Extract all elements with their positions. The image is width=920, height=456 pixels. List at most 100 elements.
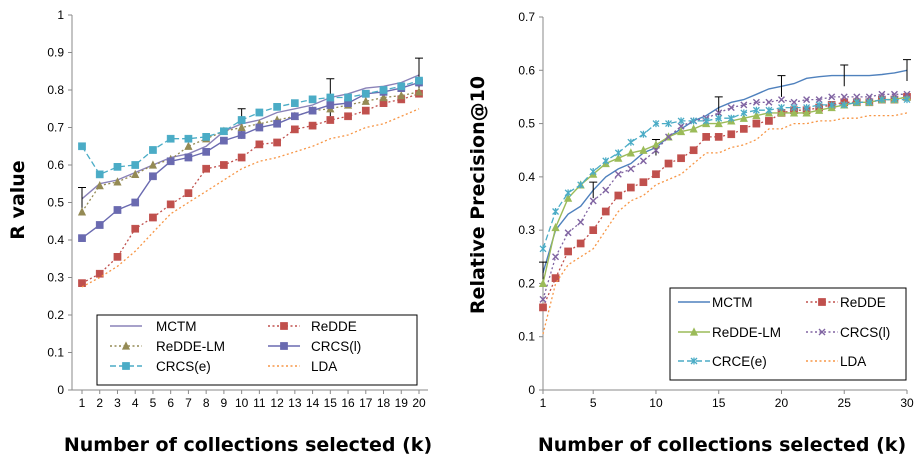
series-redde-lm xyxy=(77,87,424,216)
data-point xyxy=(564,193,573,202)
x-tick-label: 2 xyxy=(96,396,103,410)
y-tick-label: 0.2 xyxy=(47,308,64,322)
legend-marker xyxy=(690,357,698,365)
x-tick-label: 11 xyxy=(253,396,266,410)
data-point xyxy=(865,98,873,106)
series-mctm xyxy=(78,57,423,210)
data-point xyxy=(184,189,193,197)
data-point xyxy=(627,138,635,146)
error-bar xyxy=(415,57,423,92)
data-point xyxy=(552,207,560,215)
data-point xyxy=(564,229,572,237)
y-tick-label: 0.2 xyxy=(518,276,535,290)
data-point xyxy=(702,133,711,141)
series-mctm xyxy=(539,59,911,284)
x-tick-label: 25 xyxy=(838,396,852,410)
y-tick-label: 0.5 xyxy=(518,117,535,131)
data-point xyxy=(589,226,598,234)
data-point xyxy=(184,141,193,150)
data-point xyxy=(714,133,723,141)
x-tick-label: 5 xyxy=(150,396,157,410)
data-point xyxy=(166,134,175,143)
error-bar xyxy=(78,187,86,210)
data-point xyxy=(255,108,264,117)
x-axis-title: Number of collections selected (k) xyxy=(64,434,432,456)
data-point xyxy=(361,106,370,115)
x-tick-label: 30 xyxy=(900,396,914,410)
x-tick-label: 20 xyxy=(412,396,426,410)
data-point xyxy=(627,183,635,192)
x-tick-label: 18 xyxy=(377,396,391,410)
data-point xyxy=(626,148,635,157)
x-tick-label: 8 xyxy=(203,396,210,410)
legend-box xyxy=(669,287,907,381)
data-point xyxy=(676,126,686,136)
data-point xyxy=(290,99,299,107)
data-point xyxy=(326,93,335,102)
data-point xyxy=(273,119,281,128)
data-point xyxy=(614,191,623,200)
data-point xyxy=(361,89,370,98)
series-lda xyxy=(542,112,908,335)
y-tick-label: 0.6 xyxy=(47,158,64,172)
series-line xyxy=(542,93,907,300)
x-tick-label: 3 xyxy=(114,396,121,410)
data-point xyxy=(639,145,648,154)
data-point xyxy=(840,101,848,109)
data-point xyxy=(220,136,228,145)
data-point xyxy=(715,109,723,117)
data-point xyxy=(690,117,698,125)
x-tick-label: 6 xyxy=(167,396,174,410)
data-point xyxy=(878,90,886,98)
data-point xyxy=(361,96,370,105)
data-point xyxy=(273,138,281,147)
data-point xyxy=(113,177,122,186)
data-point xyxy=(765,98,773,106)
data-point xyxy=(714,118,723,128)
legend: MCTM ReDDE ReDDE-LM CRCS(l) CRCS(e) LDA xyxy=(96,314,418,386)
data-point xyxy=(903,96,911,104)
data-point xyxy=(903,90,911,98)
data-point xyxy=(652,120,660,128)
data-point xyxy=(651,140,661,149)
error-bar xyxy=(589,181,598,199)
data-point xyxy=(677,154,685,163)
data-point xyxy=(828,101,836,109)
y-tick-label: 0 xyxy=(528,383,535,397)
series-line xyxy=(81,91,420,213)
series-line xyxy=(542,69,908,273)
legend-marker xyxy=(280,322,288,330)
data-point xyxy=(689,146,698,155)
x-tick-label: 19 xyxy=(395,396,409,410)
series-crcs-e- xyxy=(78,76,423,179)
x-tick-label: 14 xyxy=(306,396,320,410)
data-point xyxy=(202,148,211,156)
y-tick-label: 0.4 xyxy=(47,233,64,247)
data-point xyxy=(77,207,87,216)
data-point xyxy=(255,123,264,132)
data-point xyxy=(237,116,246,124)
data-point xyxy=(564,247,572,256)
x-tick-label: 10 xyxy=(649,396,663,410)
data-point xyxy=(308,121,317,130)
data-point xyxy=(538,278,548,288)
legend-label: CRCS(e) xyxy=(156,359,211,374)
data-point xyxy=(148,160,158,169)
chart-2: 00.10.20.30.40.50.60.71 5 10 15 20 25 30Number… xyxy=(467,10,914,456)
data-point xyxy=(577,181,585,189)
data-point xyxy=(702,117,710,125)
x-tick-label: 16 xyxy=(341,396,355,410)
y-axis-title: Relative Precision@10 xyxy=(467,76,489,314)
series-line xyxy=(81,81,420,239)
data-point xyxy=(577,218,585,226)
series-crce-e- xyxy=(539,96,911,253)
data-point xyxy=(290,125,299,134)
error-bar xyxy=(714,96,723,119)
x-tick-label: 4 xyxy=(132,396,139,410)
data-point xyxy=(202,164,211,173)
x-tick-label: 9 xyxy=(221,396,228,410)
data-point xyxy=(78,142,86,151)
data-point xyxy=(237,131,246,139)
legend-marker xyxy=(121,341,131,350)
